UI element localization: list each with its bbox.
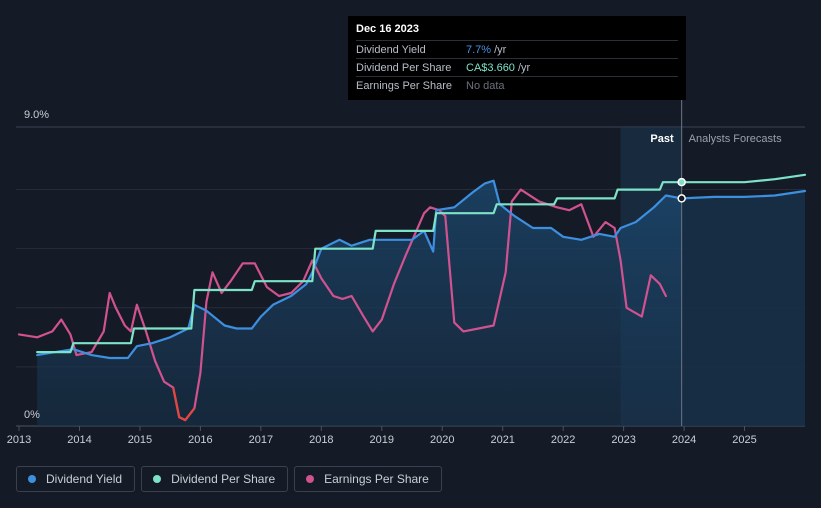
x-axis-labels: 2013 2014 2015 2016 2017 2018 2019 2020 2021 2022… bbox=[7, 426, 757, 446]
tooltip-row-earnings-per-share: Earnings Per Share No data bbox=[356, 76, 678, 94]
x-tick-label: 2013 bbox=[7, 434, 31, 446]
x-tick-label: 2023 bbox=[611, 434, 635, 446]
x-tick-label: 2018 bbox=[309, 434, 333, 446]
tooltip-row-dividend-yield: Dividend Yield 7.7%/yr bbox=[356, 40, 678, 58]
tooltip-row-dividend-per-share: Dividend Per Share CA$3.660/yr bbox=[356, 58, 678, 76]
dividend-yield-area bbox=[37, 180, 682, 426]
series-layer bbox=[17, 173, 807, 426]
dividend-yield-marker bbox=[677, 194, 686, 203]
x-tick-label: 2015 bbox=[128, 434, 152, 446]
y-tick-label: 0% bbox=[24, 409, 40, 421]
legend-dot-icon bbox=[306, 475, 315, 483]
analysts-forecasts-label: Analysts Forecasts bbox=[689, 133, 782, 145]
tooltip-date: Dec 16 2023 bbox=[356, 23, 419, 35]
hover-tooltip: Dec 16 2023 Dividend Yield 7.7%/yr Divid… bbox=[348, 16, 686, 100]
y-axis-labels: 9.0% 0% bbox=[24, 109, 49, 421]
legend-label: Dividend Yield bbox=[46, 472, 123, 486]
x-tick-label: 2021 bbox=[490, 434, 514, 446]
dividend-yield-line bbox=[36, 179, 807, 360]
legend-earnings-per-share[interactable]: Earnings Per Share bbox=[294, 466, 442, 492]
x-tick-label: 2014 bbox=[67, 434, 91, 446]
earnings-per-share-negative-segment bbox=[172, 387, 196, 422]
tooltip-value: 7.7% bbox=[466, 43, 492, 56]
x-tick-label: 2025 bbox=[732, 434, 756, 446]
legend-dividend-yield[interactable]: Dividend Yield bbox=[16, 466, 136, 492]
dividend-yield-forecast-area bbox=[681, 191, 805, 426]
legend-dot-icon bbox=[28, 475, 36, 483]
x-tick-label: 2019 bbox=[370, 434, 394, 446]
legend-dot-icon bbox=[153, 475, 162, 483]
x-tick-label: 2020 bbox=[430, 434, 454, 446]
hover-markers bbox=[677, 177, 686, 203]
tooltip-label: Dividend Yield bbox=[356, 43, 426, 56]
tooltip-label: Dividend Per Share bbox=[356, 61, 452, 74]
x-tick-label: 2024 bbox=[672, 434, 696, 446]
past-label: Past bbox=[650, 133, 674, 145]
x-tick-label: 2022 bbox=[551, 434, 575, 446]
tooltip-unit: /yr bbox=[494, 43, 507, 56]
legend-dividend-per-share[interactable]: Dividend Per Share bbox=[141, 466, 289, 492]
earnings-per-share-line bbox=[17, 188, 667, 422]
legend-label: Dividend Per Share bbox=[171, 472, 276, 486]
tooltip-value: CA$3.660 bbox=[466, 61, 515, 74]
y-tick-label: 9.0% bbox=[24, 109, 49, 121]
legend-label: Earnings Per Share bbox=[324, 472, 429, 486]
dividend-per-share-marker bbox=[677, 177, 686, 187]
dividend-per-share-line bbox=[36, 173, 807, 354]
chart-legend: Dividend Yield Dividend Per Share Earnin… bbox=[16, 466, 442, 492]
tooltip-value: No data bbox=[466, 79, 505, 92]
x-tick-label: 2016 bbox=[188, 434, 212, 446]
tooltip-label: Earnings Per Share bbox=[356, 79, 452, 92]
tooltip-unit: /yr bbox=[517, 61, 531, 74]
x-tick-label: 2017 bbox=[249, 434, 273, 446]
